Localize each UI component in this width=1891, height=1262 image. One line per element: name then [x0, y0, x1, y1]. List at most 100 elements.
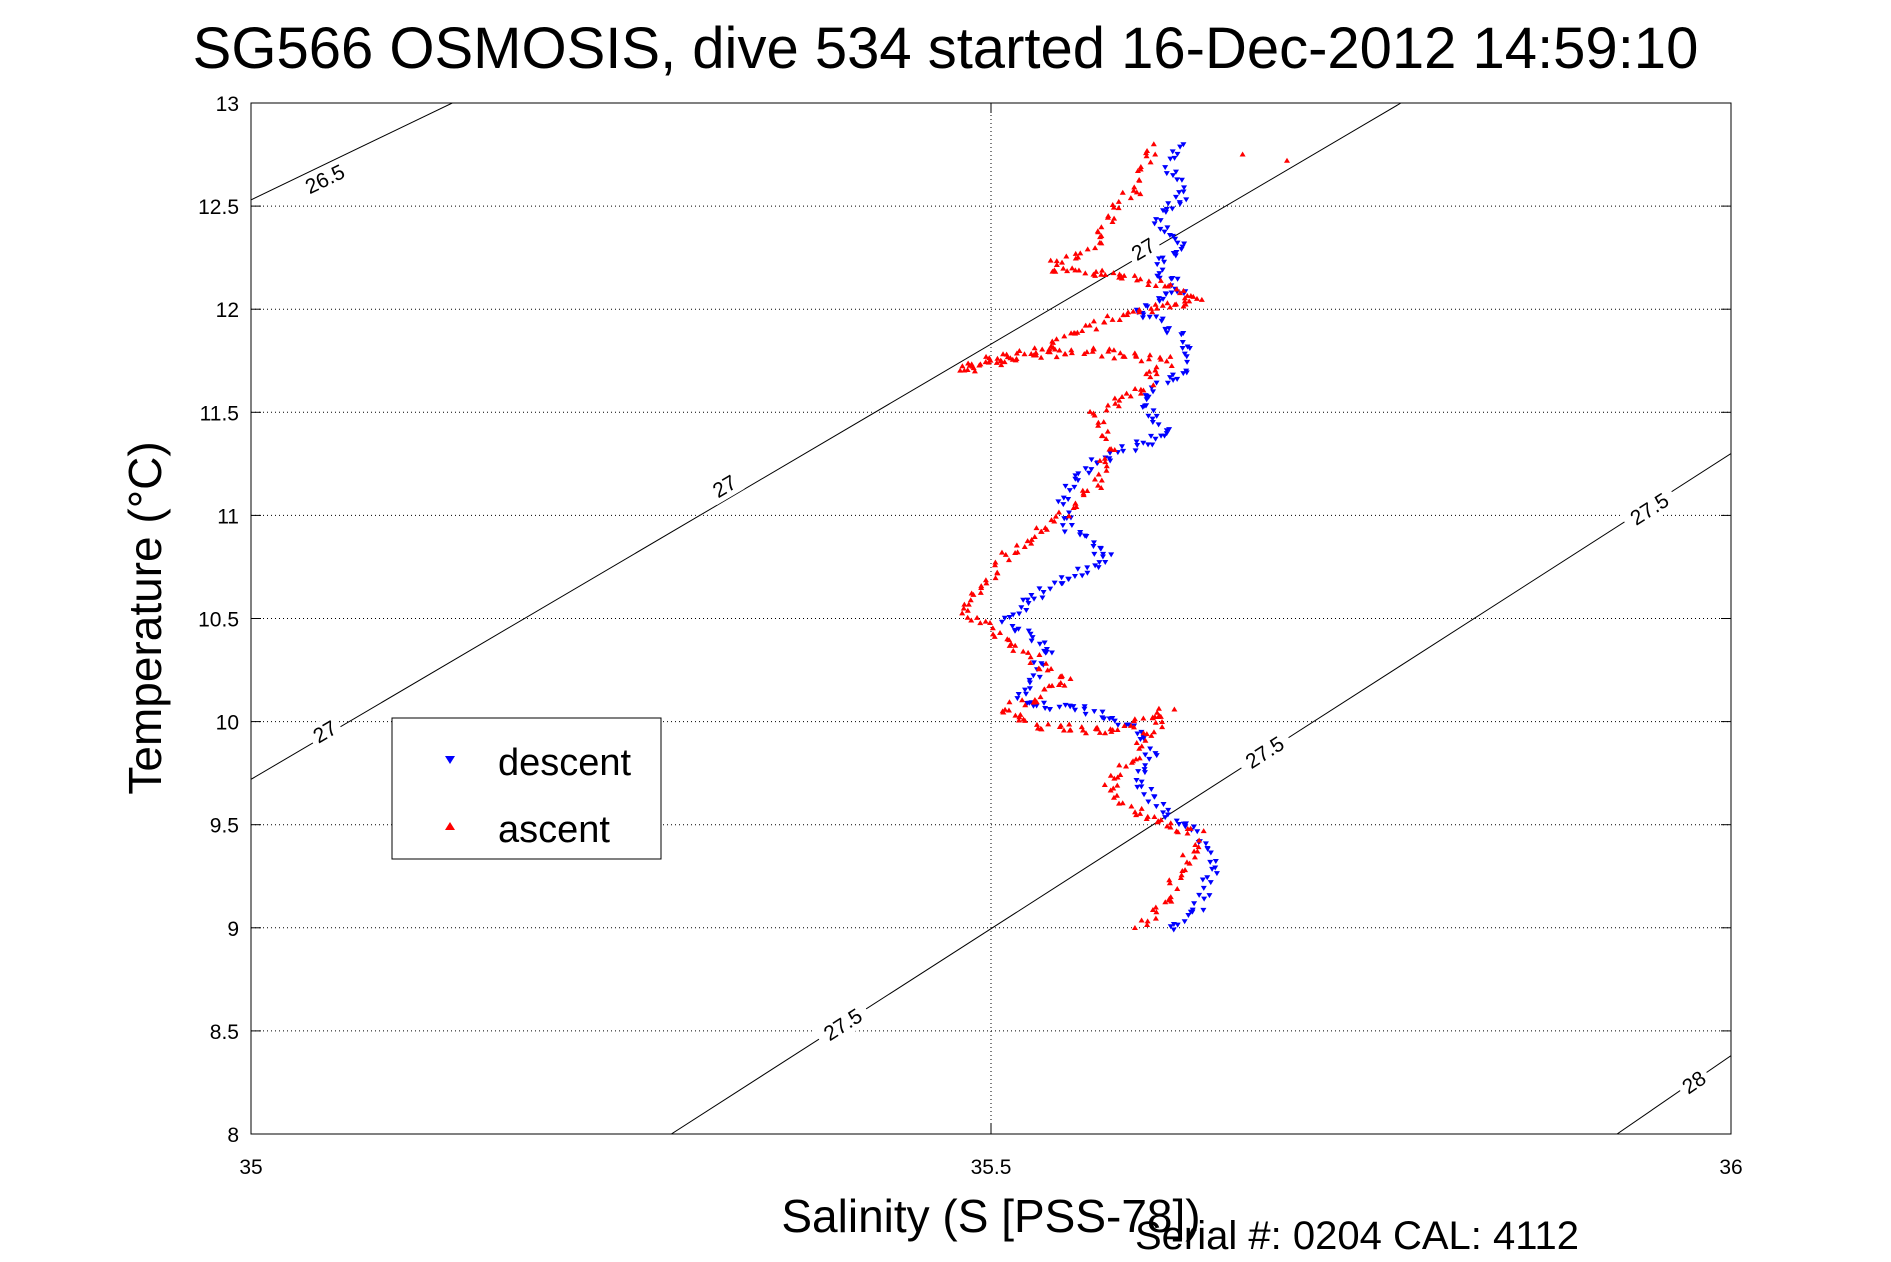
descent-point [1047, 586, 1054, 592]
ascent-point [1107, 726, 1114, 732]
ascent-point [1093, 268, 1100, 274]
descent-point [1194, 829, 1201, 835]
descent-point [1134, 443, 1141, 449]
ascent-point [1131, 184, 1138, 190]
ascent-point [1055, 681, 1062, 687]
descent-point [1160, 810, 1167, 816]
ascent-point [1180, 287, 1187, 293]
descent-point [1026, 677, 1033, 683]
descent-point [1172, 236, 1179, 242]
ascent-point [977, 589, 984, 595]
ascent-point [1143, 371, 1150, 377]
ascent-point [1137, 810, 1144, 816]
ascent-point [1000, 351, 1007, 357]
ascent-point [1116, 274, 1123, 280]
density-contour-27 [251, 103, 1402, 780]
descent-point [1152, 436, 1159, 442]
descent-point [1184, 359, 1191, 365]
ascent-point [982, 618, 989, 624]
descent-point [1133, 439, 1140, 445]
ascent-point [1000, 709, 1007, 715]
descent-point [1030, 673, 1037, 679]
ascent-point [1193, 295, 1200, 301]
ascent-point [1053, 336, 1060, 342]
ascent-point [1035, 665, 1042, 671]
ascent-point [1152, 915, 1159, 921]
ascent-point [1028, 540, 1035, 546]
descent-point [1162, 209, 1169, 215]
ascent-point [987, 619, 994, 625]
descent-point [1025, 601, 1032, 607]
descent-point [998, 619, 1005, 625]
ascent-point [1090, 410, 1097, 416]
descent-point [1152, 751, 1159, 757]
descent-point [1138, 784, 1145, 790]
ascent-point [1138, 743, 1145, 749]
descent-point [1085, 470, 1092, 476]
descent-point [1200, 907, 1207, 913]
ascent-point [1090, 271, 1097, 277]
ascent-point [1133, 353, 1140, 359]
descent-point [1185, 913, 1192, 919]
descent-point [1161, 259, 1168, 265]
ascent-point [1150, 382, 1157, 388]
descent-point [1095, 565, 1102, 571]
descent-point [1118, 444, 1125, 450]
descent-point [1036, 586, 1043, 592]
ascent-point [1091, 476, 1098, 482]
descent-point [1159, 255, 1166, 261]
descent-point [1106, 456, 1113, 462]
x-tick-label: 35 [239, 1156, 262, 1179]
descent-point [1174, 276, 1181, 282]
ascent-point [1104, 402, 1111, 408]
descent-point [1162, 327, 1169, 333]
descent-point [1140, 440, 1147, 446]
descent-point [1058, 575, 1065, 581]
descent-point [1168, 290, 1175, 296]
descent-point [1133, 778, 1140, 784]
contour-label-background [1123, 230, 1164, 268]
ascent-point [1032, 349, 1039, 355]
ascent-point [1098, 271, 1105, 277]
ascent-point [998, 549, 1005, 555]
ascent-point [1119, 800, 1126, 806]
ascent-point [971, 368, 978, 374]
ascent-point [1103, 435, 1110, 441]
ascent-point [1090, 318, 1097, 324]
ascent-point [1055, 509, 1062, 515]
ascent-point [1137, 163, 1144, 169]
ascent-point [1130, 308, 1137, 314]
descent-point [1145, 799, 1152, 805]
ascent-point [1095, 482, 1102, 488]
ascent-point [1184, 292, 1191, 298]
ascent-point [1095, 419, 1102, 425]
legend-box [391, 717, 662, 860]
ascent-point [1164, 823, 1171, 829]
descent-point [1022, 687, 1029, 693]
descent-point [1165, 807, 1172, 813]
descent-point [1134, 731, 1141, 737]
descent-point [1081, 706, 1088, 712]
ascent-point [1072, 500, 1079, 506]
descent-point [1191, 901, 1198, 907]
density-contour-28 [1616, 1055, 1731, 1134]
descent-point [1151, 221, 1158, 227]
descent-point [1149, 442, 1156, 448]
ascent-point [1052, 513, 1059, 519]
ascent-point [1012, 712, 1019, 718]
ascent-point [1128, 759, 1135, 765]
ascent-point [1137, 386, 1144, 392]
ascent-point [992, 575, 999, 581]
ascent-point [1015, 717, 1022, 723]
descent-point [1010, 612, 1017, 618]
descent-point [1183, 368, 1190, 374]
ascent-point [1095, 229, 1102, 235]
ascent-point [1138, 917, 1145, 923]
ascent-point [957, 367, 964, 373]
ascent-point [1084, 246, 1091, 252]
descent-point [1023, 608, 1030, 614]
ascent-point [1153, 305, 1160, 311]
descent-point [1043, 646, 1050, 652]
ascent-point [1115, 403, 1122, 409]
